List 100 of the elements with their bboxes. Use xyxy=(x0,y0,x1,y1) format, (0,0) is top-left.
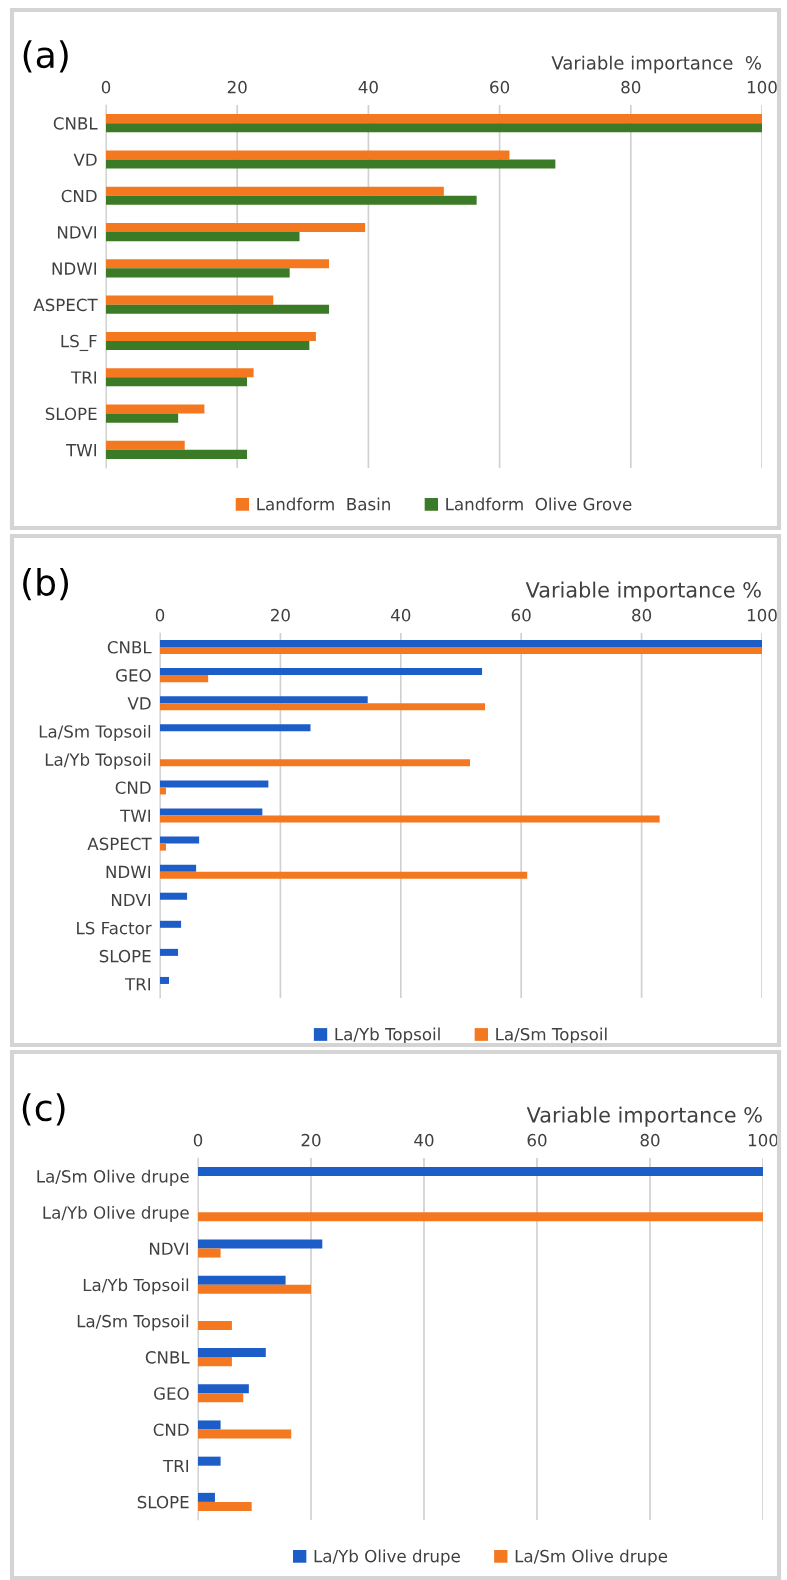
bar xyxy=(198,1384,249,1394)
y-tick-label: SLOPE xyxy=(137,1495,189,1509)
y-tick-label: NDWI xyxy=(52,262,97,275)
legend-label: Landform Olive Grove xyxy=(446,497,632,511)
bar xyxy=(106,259,330,269)
bar xyxy=(106,150,510,160)
x-axis-title: Variable importance % xyxy=(526,1106,762,1127)
bar xyxy=(160,647,762,655)
bar xyxy=(160,920,182,928)
chart-title: (a) xyxy=(23,40,68,73)
y-tick-label: NDWI xyxy=(106,865,151,878)
legend-label: La/Yb Topsoil xyxy=(335,1027,440,1044)
bar xyxy=(160,675,209,683)
bar xyxy=(198,1456,221,1466)
bar xyxy=(160,864,197,872)
y-tick-label: CNBL xyxy=(107,641,152,654)
legend-label: La/Sm Topsoil xyxy=(496,1027,607,1044)
y-tick-label: La/Sm Olive drupe xyxy=(37,1169,189,1186)
y-tick-label: La/Yb Topsoil xyxy=(83,1278,189,1295)
x-tick-label: 40 xyxy=(391,608,411,622)
bar xyxy=(106,331,316,341)
x-tick-label: 60 xyxy=(527,1133,547,1147)
y-tick-label: La/Yb Olive drupe xyxy=(43,1205,189,1223)
y-tick-label: LS Factor xyxy=(77,921,152,935)
y-tick-label: NDVI xyxy=(57,226,97,239)
bar xyxy=(106,404,205,414)
chart-title: (c) xyxy=(22,1093,65,1126)
y-tick-label: ASPECT xyxy=(33,298,98,312)
y-tick-label: TRI xyxy=(124,978,151,991)
x-tick-label: 0 xyxy=(193,1133,203,1147)
bar xyxy=(106,440,185,450)
bar xyxy=(198,1429,292,1439)
bar xyxy=(106,413,179,423)
bar xyxy=(160,696,368,704)
bar xyxy=(106,268,290,278)
bar xyxy=(106,377,248,387)
bar xyxy=(106,222,366,233)
chart-title: (b) xyxy=(23,568,69,601)
y-tick-label: TRI xyxy=(162,1459,189,1473)
x-tick-label: 80 xyxy=(640,1133,660,1147)
bar xyxy=(106,449,248,459)
bar xyxy=(160,640,762,648)
legend-label: Landform Basin xyxy=(257,497,390,511)
y-tick-label: NDVI xyxy=(111,893,151,907)
bar xyxy=(160,787,167,795)
bar xyxy=(198,1167,763,1177)
bar xyxy=(198,1348,266,1358)
x-tick-label: 0 xyxy=(155,608,165,622)
bar xyxy=(198,1248,221,1258)
y-tick-label: SLOPE xyxy=(99,949,151,963)
y-tick-label: NDVI xyxy=(149,1242,189,1255)
y-tick-label: TWI xyxy=(120,809,151,822)
bar xyxy=(160,815,660,823)
bar xyxy=(106,368,254,378)
legend-label: La/Sm Olive drupe xyxy=(515,1549,668,1566)
x-tick-label: 100 xyxy=(747,608,777,622)
x-tick-label: 20 xyxy=(227,80,247,94)
bar xyxy=(198,1239,323,1249)
bar xyxy=(160,668,483,676)
bar xyxy=(160,976,170,984)
y-tick-label: TRI xyxy=(70,371,97,384)
bar xyxy=(160,871,528,879)
bar xyxy=(106,295,274,305)
y-tick-label: TWI xyxy=(66,444,97,457)
x-tick-label: 40 xyxy=(414,1133,434,1147)
y-tick-label: La/Yb Topsoil xyxy=(45,753,151,770)
y-tick-label: La/Sm Topsoil xyxy=(39,724,151,742)
bar xyxy=(198,1320,232,1330)
bar xyxy=(198,1212,763,1222)
bar xyxy=(198,1284,311,1294)
bar xyxy=(106,159,556,169)
x-tick-label: 40 xyxy=(358,80,378,94)
y-tick-label: CND xyxy=(153,1423,189,1437)
bar xyxy=(106,114,762,124)
y-tick-label: GEO xyxy=(154,1387,189,1400)
x-tick-label: 100 xyxy=(748,1133,778,1147)
bar xyxy=(198,1275,286,1285)
x-tick-label: 80 xyxy=(621,80,641,94)
x-tick-label: 60 xyxy=(490,80,510,94)
y-tick-label: La/Sm Topsoil xyxy=(77,1314,189,1331)
y-tick-label: CND xyxy=(115,781,151,794)
bar xyxy=(106,304,330,314)
y-tick-label: VD xyxy=(127,697,151,710)
bar xyxy=(198,1501,252,1511)
y-tick-label: SLOPE xyxy=(45,407,97,421)
x-tick-label: 20 xyxy=(271,608,290,622)
bar xyxy=(160,808,263,816)
bar xyxy=(106,340,310,351)
bar xyxy=(106,186,444,196)
x-tick-label: 0 xyxy=(101,80,111,94)
bar xyxy=(198,1357,232,1367)
bar xyxy=(160,836,200,844)
legend-label: La/Yb Olive drupe xyxy=(314,1549,460,1566)
x-tick-label: 60 xyxy=(511,608,531,622)
bar xyxy=(160,703,486,711)
bar xyxy=(198,1420,221,1430)
bar xyxy=(106,123,762,133)
bar xyxy=(106,195,477,205)
bar xyxy=(160,892,188,900)
y-tick-label: CND xyxy=(61,189,97,203)
